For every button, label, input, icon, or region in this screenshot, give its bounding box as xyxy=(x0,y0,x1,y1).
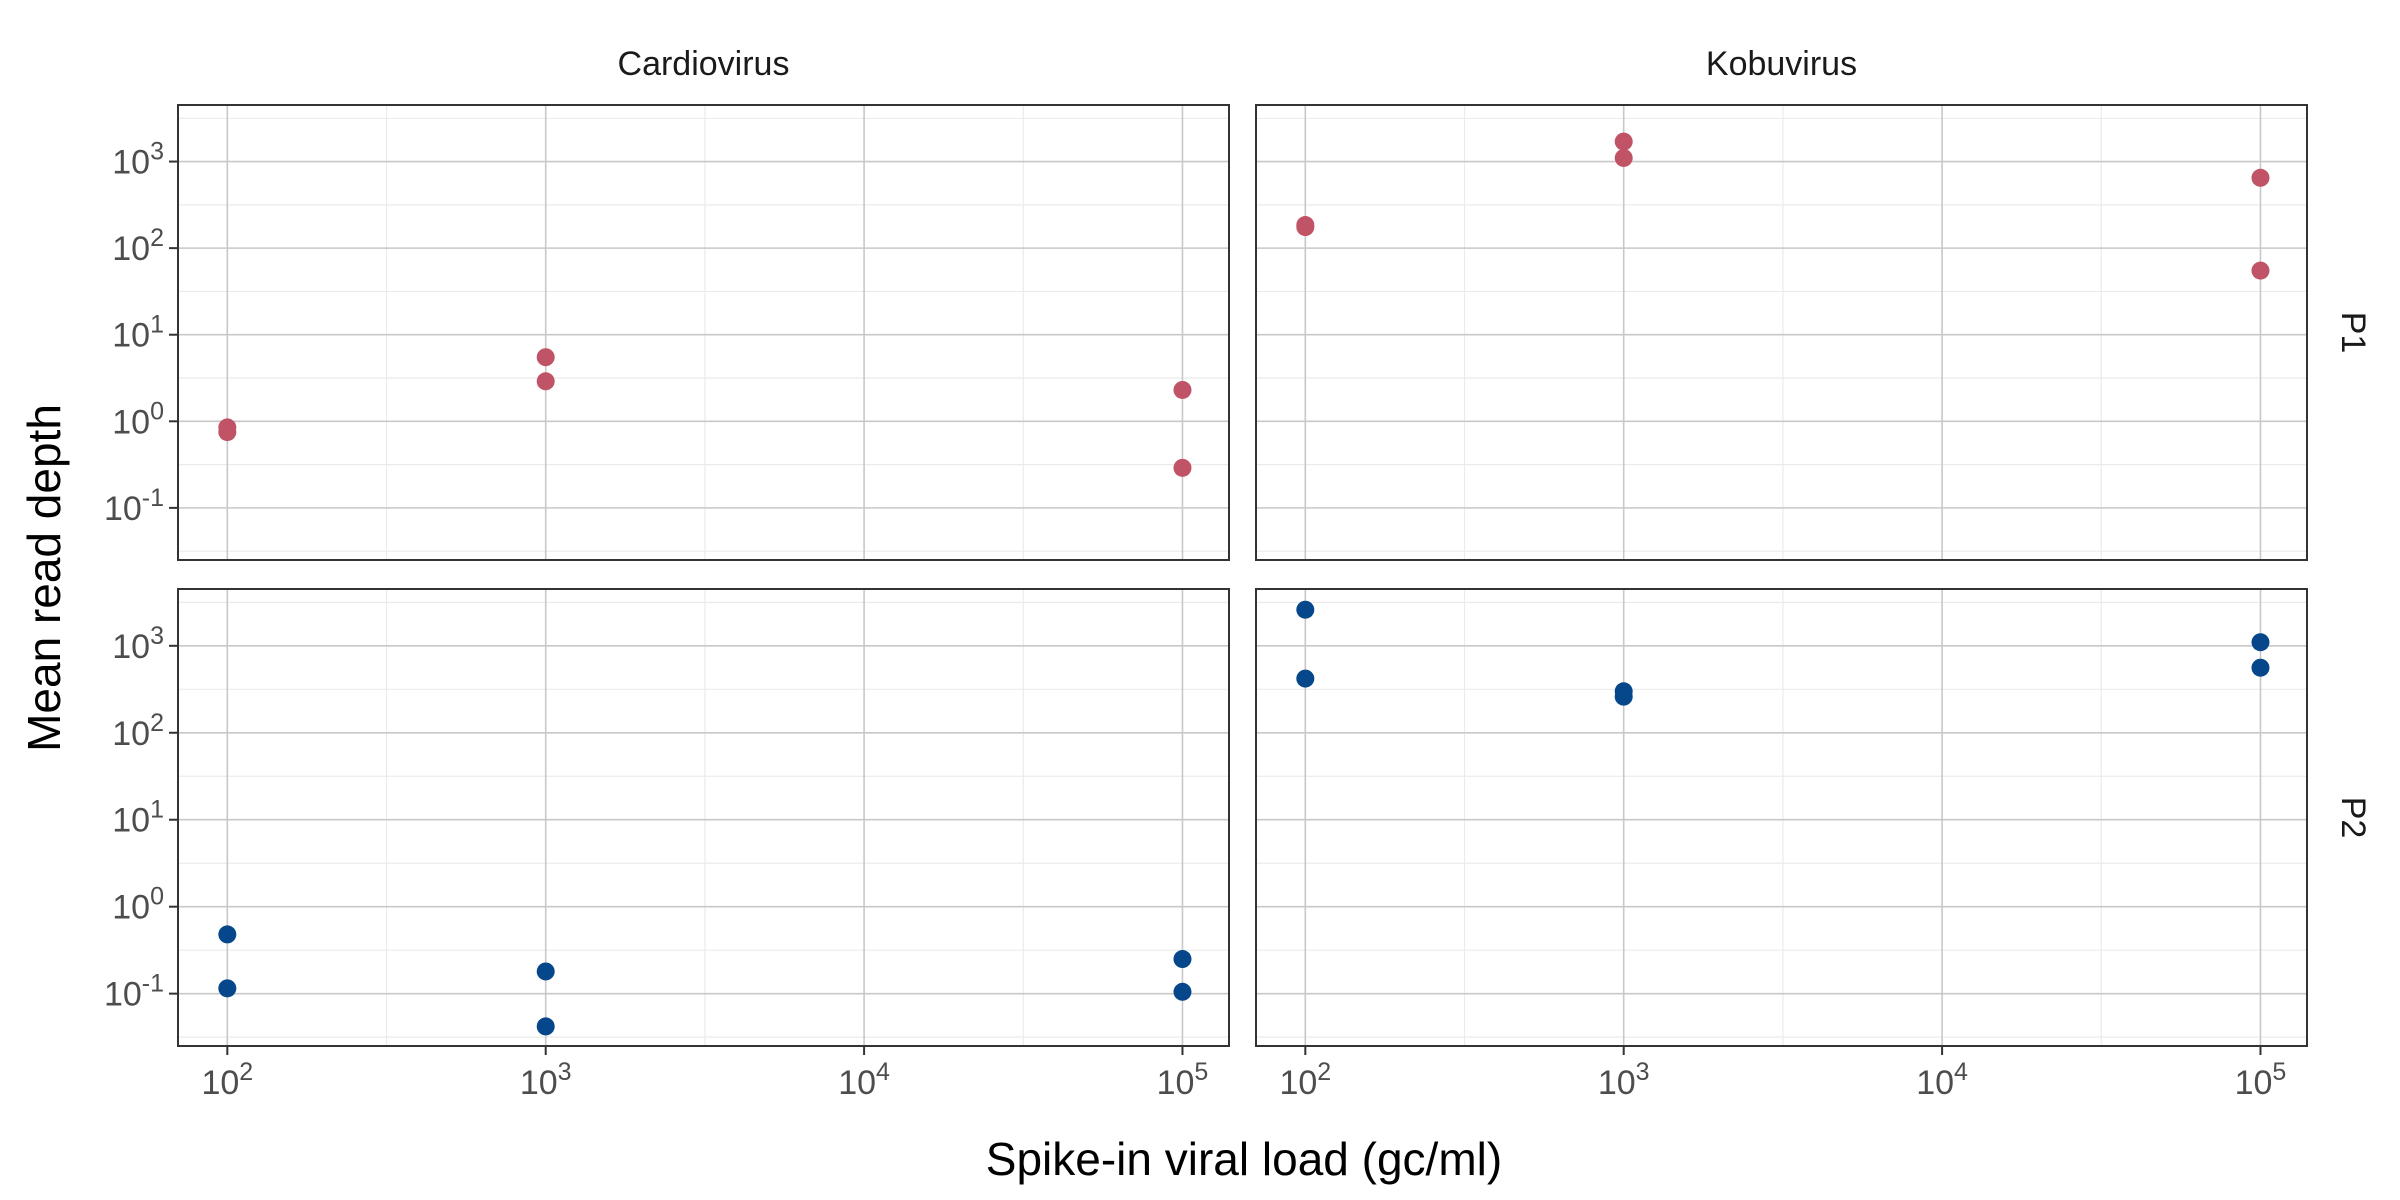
y-axis-title: Mean read depth xyxy=(18,404,70,752)
y-tick-label: 100 xyxy=(112,883,164,927)
tick-label-base: 10 xyxy=(1598,1064,1636,1102)
data-point xyxy=(218,423,237,442)
y-tick-label: 103 xyxy=(112,622,164,666)
data-point xyxy=(1173,950,1192,969)
data-point xyxy=(1173,380,1192,399)
data-point xyxy=(218,925,237,944)
tick-label-exponent: 2 xyxy=(150,709,164,737)
labels-layer: Cardiovirus KobuvirusP1P210310210110010-1… xyxy=(104,45,2372,1102)
x-tick-label: 104 xyxy=(838,1058,890,1102)
tick-label-exponent: 0 xyxy=(150,883,164,911)
tick-label-base: 10 xyxy=(112,715,150,753)
tick-label-base: 10 xyxy=(201,1064,239,1102)
panel-kobuvirus-p2 xyxy=(1255,588,2308,1047)
tick-label-base: 10 xyxy=(104,976,142,1014)
tick-label-exponent: 2 xyxy=(239,1058,253,1086)
y-tick-label: 10-1 xyxy=(104,970,164,1014)
tick-label-exponent: 1 xyxy=(150,311,164,339)
column-strip-label: Cardiovirus xyxy=(618,45,790,83)
data-point xyxy=(536,372,555,391)
tick-label-exponent: 0 xyxy=(150,397,164,425)
tick-label-base: 10 xyxy=(1916,1064,1954,1102)
column-strip-label: Kobuvirus xyxy=(1706,45,1857,83)
data-point xyxy=(1173,982,1192,1001)
x-tick-label: 104 xyxy=(1916,1058,1968,1102)
tick-label-exponent: 3 xyxy=(150,138,164,166)
tick-label-base: 10 xyxy=(520,1064,558,1102)
y-tick-label: 102 xyxy=(112,224,164,268)
y-tick-label: 101 xyxy=(112,311,164,355)
tick-label-exponent: -1 xyxy=(142,970,164,998)
data-point xyxy=(536,962,555,981)
y-tick-label: 103 xyxy=(112,138,164,182)
data-point xyxy=(218,979,237,998)
panel-background xyxy=(178,105,1229,560)
tick-label-base: 10 xyxy=(838,1064,876,1102)
data-point xyxy=(2251,658,2270,677)
panel-border xyxy=(177,588,1230,1047)
tick-label-base: 10 xyxy=(112,889,150,927)
tick-label-exponent: 2 xyxy=(150,224,164,252)
row-strip-label: P2 xyxy=(2334,797,2372,839)
tick-label-base: 10 xyxy=(112,403,150,441)
panel-border xyxy=(1255,104,2308,561)
data-point xyxy=(1296,600,1315,619)
tick-label-base: 10 xyxy=(112,317,150,355)
tick-label-exponent: 5 xyxy=(2272,1058,2286,1086)
tick-label-exponent: 3 xyxy=(558,1058,572,1086)
panel-cardiovirus-p1 xyxy=(177,104,1230,561)
panel-background xyxy=(1256,105,2307,560)
panel-cardiovirus-p2 xyxy=(177,588,1230,1047)
panels-layer xyxy=(177,104,2308,1047)
x-tick-label: 103 xyxy=(1598,1058,1650,1102)
data-point xyxy=(536,1017,555,1036)
data-point xyxy=(1614,687,1633,706)
x-tick-label: 102 xyxy=(1279,1058,1331,1102)
tick-label-base: 10 xyxy=(104,490,142,528)
y-tick-label: 100 xyxy=(112,397,164,441)
tick-label-exponent: 3 xyxy=(150,622,164,650)
data-point xyxy=(1296,669,1315,688)
tick-label-base: 10 xyxy=(112,144,150,182)
panel-background xyxy=(178,589,1229,1046)
tick-label-exponent: 1 xyxy=(150,796,164,824)
x-tick-label: 105 xyxy=(2235,1058,2287,1102)
tick-label-base: 10 xyxy=(112,628,150,666)
y-tick-label: 102 xyxy=(112,709,164,753)
x-tick-label: 102 xyxy=(201,1058,253,1102)
y-tick-label: 101 xyxy=(112,796,164,840)
x-tick-label: 103 xyxy=(520,1058,572,1102)
data-point xyxy=(1614,148,1633,167)
tick-label-exponent: 4 xyxy=(876,1058,890,1086)
data-point xyxy=(1614,132,1633,151)
y-tick-label: 10-1 xyxy=(104,484,164,528)
data-point xyxy=(536,348,555,367)
data-point xyxy=(2251,168,2270,187)
panel-background xyxy=(1256,589,2307,1046)
tick-label-base: 10 xyxy=(1157,1064,1195,1102)
data-point xyxy=(2251,633,2270,652)
data-point xyxy=(2251,261,2270,280)
tick-label-exponent: 3 xyxy=(1636,1058,1650,1086)
data-point xyxy=(1296,218,1315,237)
tick-label-base: 10 xyxy=(1279,1064,1317,1102)
panel-border xyxy=(1255,588,2308,1047)
tick-label-exponent: 4 xyxy=(1954,1058,1968,1086)
x-axis-title: Spike-in viral load (gc/ml) xyxy=(986,1133,1502,1185)
tick-label-base: 10 xyxy=(2235,1064,2273,1102)
tick-label-base: 10 xyxy=(112,802,150,840)
tick-label-exponent: 2 xyxy=(1317,1058,1331,1086)
data-point xyxy=(1173,458,1192,477)
tick-label-base: 10 xyxy=(112,230,150,268)
tick-label-exponent: 5 xyxy=(1194,1058,1208,1086)
panel-border xyxy=(177,104,1230,561)
row-strip-label: P1 xyxy=(2334,312,2372,354)
tick-label-exponent: -1 xyxy=(142,484,164,512)
panel-kobuvirus-p1 xyxy=(1255,104,2308,561)
x-tick-label: 105 xyxy=(1157,1058,1209,1102)
